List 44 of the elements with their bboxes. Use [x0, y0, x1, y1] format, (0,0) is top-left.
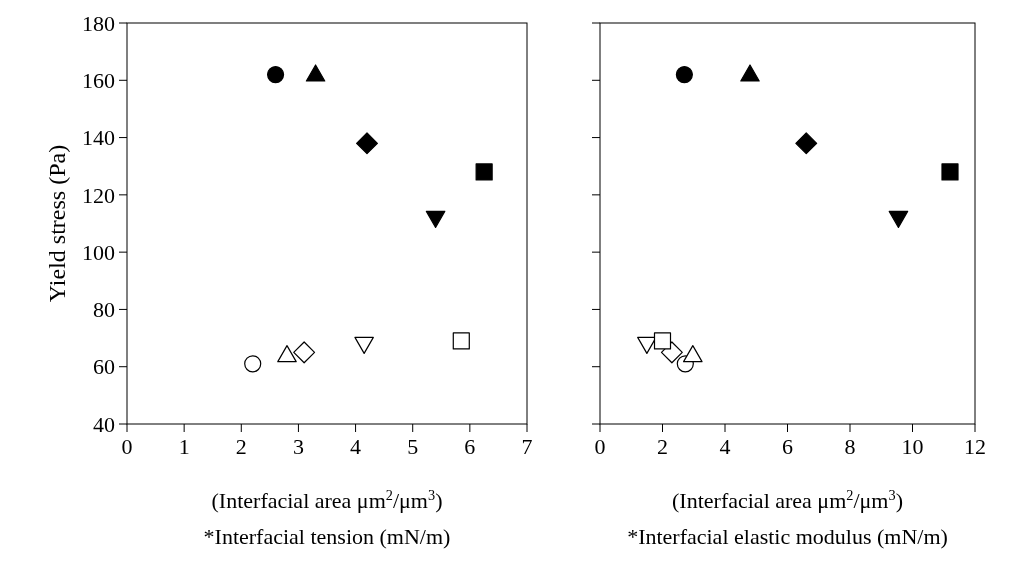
point [356, 132, 378, 155]
point [266, 65, 285, 84]
point [452, 332, 470, 350]
x-tick-label: 8 [844, 434, 856, 459]
x-tick-label: 4 [719, 434, 731, 459]
point [475, 163, 493, 181]
point [653, 332, 672, 350]
x-tick-label: 12 [964, 434, 986, 459]
point [293, 341, 316, 364]
x-tick-label: 0 [121, 434, 133, 459]
point [941, 163, 959, 181]
x-tick-label: 2 [235, 434, 247, 459]
x-tick-label: 2 [657, 434, 668, 459]
point [683, 345, 703, 363]
point [740, 64, 760, 82]
point [888, 210, 909, 228]
x-tick-label: 3 [292, 434, 304, 459]
y-tick-label: 60 [93, 354, 115, 380]
x-tick-label: 0 [594, 434, 606, 459]
y-tick-label: 160 [82, 67, 115, 93]
x-tick-label: 10 [901, 434, 924, 459]
x-tick-label: 4 [350, 434, 362, 459]
x-tick-label: 6 [782, 434, 793, 459]
x-tick-label: 6 [464, 434, 476, 459]
point [637, 336, 657, 354]
point [305, 64, 326, 82]
x-tick-label: 7 [521, 434, 533, 459]
point [795, 132, 818, 155]
x-tick-label: 5 [407, 434, 419, 459]
point [244, 355, 262, 373]
y-tick-label: 40 [93, 411, 115, 437]
x-tick-label: 1 [178, 434, 190, 459]
x-axis-title: (Interfacial area μm$^{2}$/μm$^{3}$) *Interfacial tension (mN/m) [203, 487, 451, 549]
point [354, 336, 374, 354]
point [277, 345, 297, 363]
y-tick-label: 140 [82, 125, 115, 151]
x-axis-title: (Interfacial area μm$^{2}$/μm$^{3}$) *Interfacial elastic modulus (mN/m) [627, 487, 948, 549]
y-tick-label: 80 [93, 297, 115, 323]
y-tick-label: 100 [82, 239, 115, 265]
point [425, 210, 446, 228]
y-axis-title: Yield stress (Pa) [44, 144, 70, 303]
y-tick-label: 120 [82, 182, 115, 208]
point [675, 65, 693, 84]
y-tick-label: 180 [82, 10, 115, 36]
